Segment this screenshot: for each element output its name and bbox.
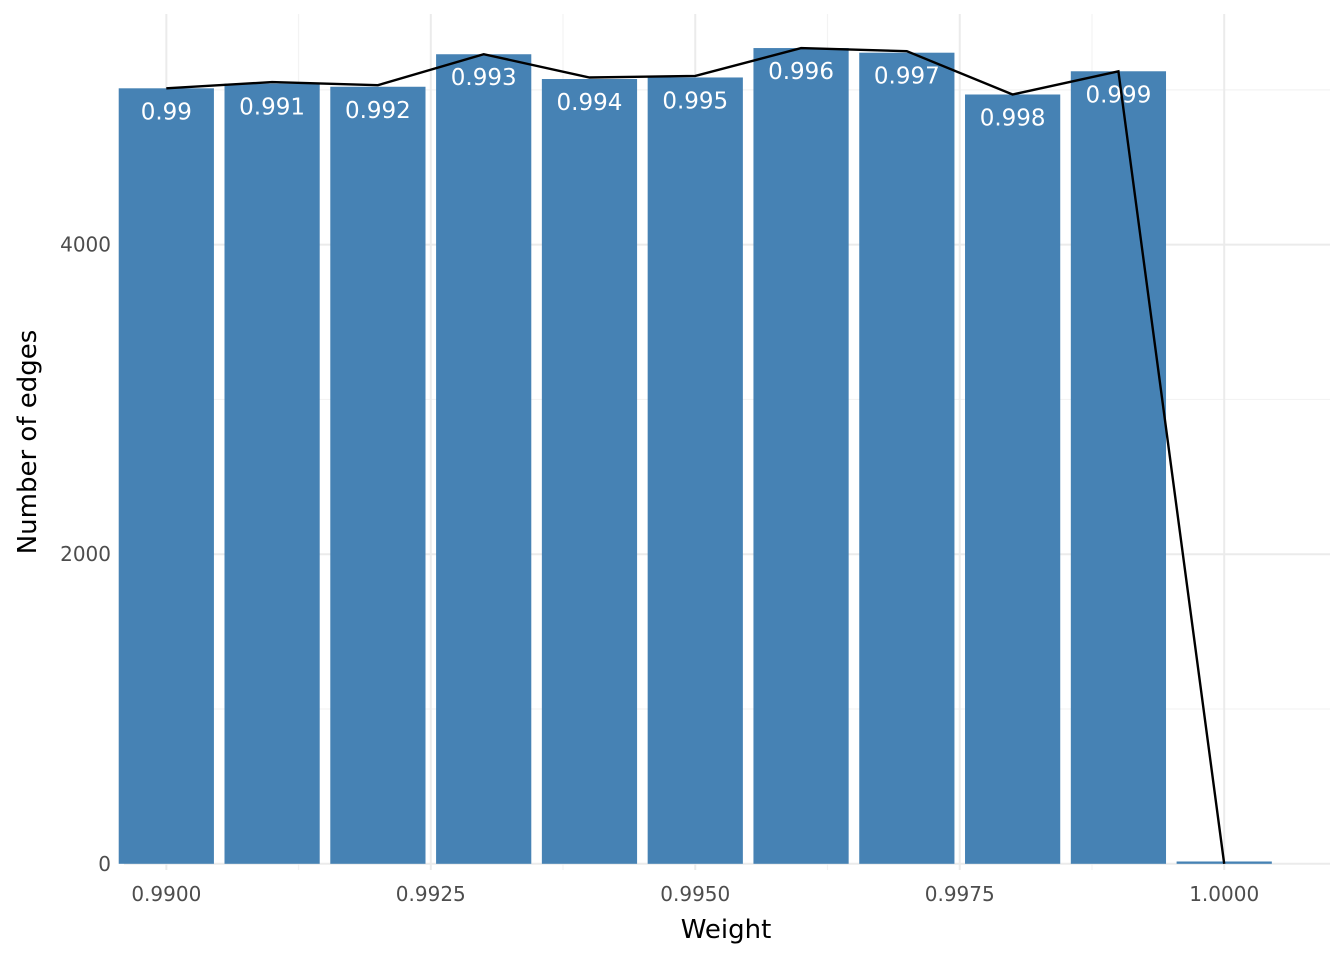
bar-label-1: 0.991 (239, 95, 305, 121)
bar-3 (436, 54, 532, 864)
y-tick-label: 0 (98, 852, 111, 876)
bar-label-8: 0.998 (980, 105, 1046, 131)
bar-5 (647, 77, 743, 864)
bar-9 (1070, 71, 1167, 864)
x-tick-label: 0.9950 (660, 882, 730, 906)
y-axis-title: Number of edges (13, 330, 43, 555)
bar-6 (753, 48, 849, 864)
x-tick-label: 0.9925 (396, 882, 466, 906)
x-tick-label: 1.0000 (1189, 882, 1259, 906)
bar-label-5: 0.995 (662, 88, 728, 114)
y-tick-labels: 0 2000 4000 (60, 233, 111, 876)
bar-label-4: 0.994 (557, 90, 623, 116)
bar-label-0: 0.99 (141, 99, 192, 125)
bar-8 (965, 94, 1061, 864)
bar-label-3: 0.993 (451, 65, 517, 91)
x-tick-label: 0.9900 (131, 882, 201, 906)
bar-7 (859, 52, 955, 864)
bar-4 (541, 79, 638, 864)
bar-1 (224, 83, 320, 864)
bar-0 (118, 88, 214, 864)
bar-label-2: 0.992 (345, 98, 411, 124)
bar-labels-group: 0.99 0.991 0.992 0.993 0.994 0.995 0.996 0.997 0… (141, 59, 1152, 131)
y-tick-label: 2000 (60, 542, 111, 566)
x-tick-label: 0.9975 (925, 882, 995, 906)
x-tick-labels: 0.9900 0.9925 0.9950 0.9975 1.0000 (131, 882, 1259, 906)
trend-line (166, 46, 1226, 864)
trend-line-group (166, 46, 1226, 864)
bar-label-6: 0.996 (768, 59, 834, 85)
bar-2 (330, 86, 426, 864)
bar-label-9: 0.999 (1085, 82, 1151, 108)
x-axis-title: Weight (681, 915, 772, 945)
bars-group (118, 48, 1272, 864)
y-tick-label: 4000 (60, 233, 111, 257)
bar-label-7: 0.997 (874, 64, 940, 90)
